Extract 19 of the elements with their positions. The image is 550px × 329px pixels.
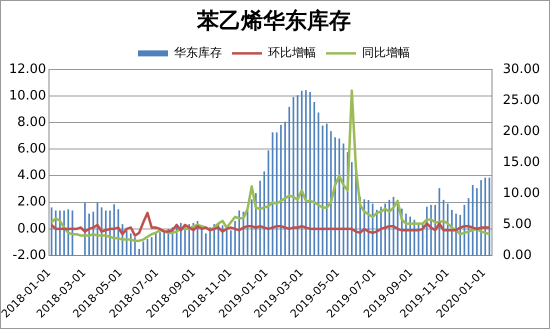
y2-tick-label: 5.00 <box>502 216 532 232</box>
y-tick-label: 4.00 <box>17 168 46 184</box>
y-tick-label: 12.00 <box>8 62 46 77</box>
y2-tick-label: 10.00 <box>502 186 540 201</box>
legend-label: 同比增幅 <box>362 46 410 60</box>
y2-tick-label: 0.00 <box>502 248 532 263</box>
y-tick-label: 2.00 <box>17 194 46 210</box>
legend-label: 华东库存 <box>174 46 222 60</box>
y2-tick-label: 15.00 <box>502 154 540 170</box>
legend-label: 环比增幅 <box>268 46 316 60</box>
y-tick-label: 8.00 <box>17 114 46 130</box>
y2-tick-label: 30.00 <box>502 62 540 77</box>
y2-tick-label: 20.00 <box>502 124 540 139</box>
y-tick-label: 0.00 <box>17 221 46 236</box>
chart-title: 苯乙烯华东库存 <box>196 8 351 34</box>
y-tick-label: -2.00 <box>12 248 46 263</box>
y-tick-label: 6.00 <box>17 142 46 157</box>
y2-tick-label: 25.00 <box>502 92 540 108</box>
y-tick-label: 10.00 <box>8 88 46 104</box>
